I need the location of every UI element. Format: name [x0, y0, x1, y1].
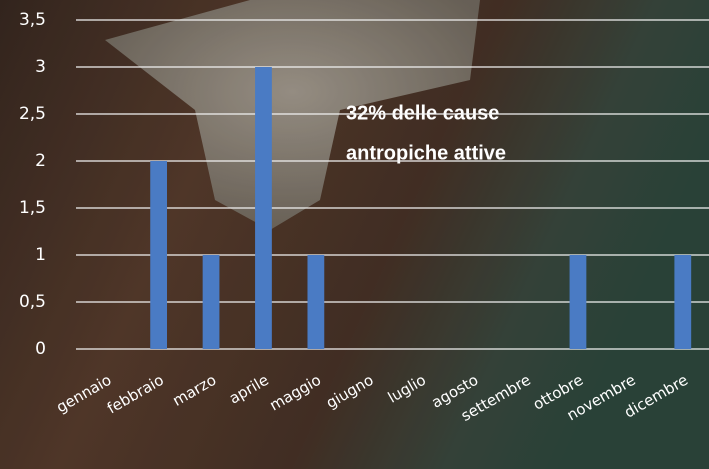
bar — [569, 255, 587, 349]
y-tick-label: 2 — [35, 151, 46, 171]
bar — [307, 255, 325, 349]
bar — [202, 255, 220, 349]
annotation: antropiche attive — [346, 142, 506, 164]
y-tick-label: 3 — [35, 57, 46, 77]
bar — [255, 67, 272, 349]
background-photo-shape — [105, 0, 480, 230]
y-tick-label: 3,5 — [19, 10, 46, 30]
bar — [150, 161, 168, 349]
y-tick-label: 1 — [35, 245, 46, 265]
bar — [674, 255, 692, 349]
y-tick-label: 1,5 — [19, 198, 46, 218]
annotation: 32% delle cause — [346, 102, 499, 124]
y-tick-label: 2,5 — [19, 104, 46, 124]
y-tick-label: 0 — [35, 339, 46, 359]
y-tick-label: 0,5 — [19, 292, 46, 312]
